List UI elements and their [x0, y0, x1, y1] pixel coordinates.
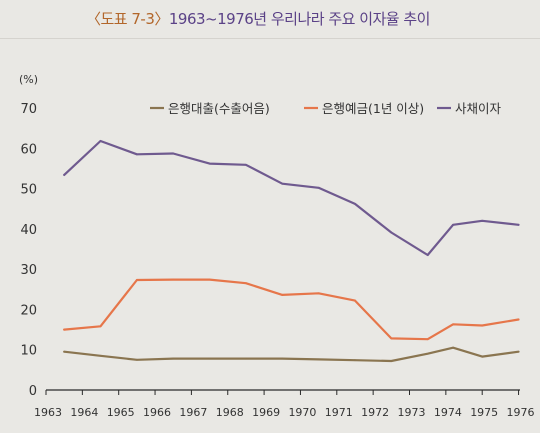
series-line-3: [63, 139, 520, 257]
title-rule: [0, 38, 540, 39]
x-tick-label: 1973: [398, 406, 426, 419]
y-tick-label: 40: [20, 223, 37, 238]
data-point: [281, 182, 284, 185]
data-point: [426, 352, 429, 355]
figure-number: 〈도표 7-3〉: [86, 10, 169, 28]
data-point: [245, 163, 247, 166]
y-tick-label: 0: [29, 384, 37, 399]
y-tick-label: 70: [20, 102, 37, 117]
x-tick-label: 1964: [70, 406, 98, 419]
data-point: [317, 358, 320, 361]
data-point: [452, 223, 455, 226]
data-point: [281, 357, 284, 360]
data-point: [317, 186, 320, 189]
data-point: [245, 282, 247, 285]
data-point: [172, 278, 175, 281]
data-point: [135, 279, 138, 281]
y-tick-label: 20: [20, 303, 37, 318]
y-tick-label: 50: [20, 183, 37, 198]
data-point: [452, 323, 455, 326]
data-point: [281, 294, 284, 296]
x-tick-label: 1971: [325, 406, 353, 419]
x-tick-label: 1972: [361, 406, 389, 419]
data-point: [481, 355, 484, 358]
data-point: [63, 173, 66, 176]
x-tick-label: 1965: [107, 406, 135, 419]
data-point: [99, 140, 102, 142]
legend-label: 사채이자: [455, 101, 502, 116]
data-point: [517, 318, 520, 321]
data-point: [517, 350, 520, 353]
y-tick-label: 30: [20, 263, 37, 278]
legend-label: 은행대출(수출어음): [168, 101, 270, 116]
x-tick-label: 1968: [216, 406, 244, 419]
data-point: [426, 254, 429, 256]
x-tick-label: 1966: [143, 406, 171, 419]
data-point: [390, 360, 393, 362]
data-point: [99, 354, 102, 357]
data-point: [452, 346, 455, 349]
data-point: [245, 357, 247, 360]
data-point: [354, 202, 356, 205]
data-point: [317, 292, 320, 295]
data-point: [481, 324, 484, 327]
data-point: [208, 278, 211, 281]
chart-title-text: 1963~1976년 우리나라 주요 이자율 추이: [168, 10, 431, 28]
data-point: [390, 337, 393, 340]
y-tick-label: 60: [20, 142, 37, 157]
x-tick-label: 1967: [179, 406, 207, 419]
chart-title: 〈도표 7-3〉1963~1976년 우리나라 주요 이자율 추이: [86, 8, 430, 29]
data-point: [208, 162, 211, 165]
data-point: [426, 338, 429, 341]
y-axis-unit-label: (%): [19, 73, 38, 86]
series-line-2: [63, 278, 520, 341]
data-point: [517, 223, 520, 226]
data-point: [172, 152, 175, 155]
data-point: [135, 153, 138, 156]
data-point: [354, 299, 356, 302]
data-point: [481, 219, 484, 222]
legend-label: 은행예금(1년 이상): [322, 101, 424, 116]
data-point: [135, 358, 138, 361]
data-point: [354, 359, 356, 362]
y-tick-label: 10: [20, 344, 37, 359]
x-tick-label: 1975: [470, 406, 498, 419]
data-point: [172, 357, 175, 360]
data-point: [99, 325, 102, 328]
data-point: [63, 328, 66, 331]
x-tick-label: 1976: [507, 406, 535, 419]
x-tick-label: 1974: [434, 406, 462, 419]
series-line-1: [63, 346, 520, 363]
data-point: [390, 231, 393, 234]
data-point: [63, 350, 66, 353]
x-tick-label: 1970: [288, 406, 316, 419]
data-point: [208, 357, 211, 360]
x-tick-label: 1969: [252, 406, 280, 419]
x-tick-label: 1963: [34, 406, 62, 419]
